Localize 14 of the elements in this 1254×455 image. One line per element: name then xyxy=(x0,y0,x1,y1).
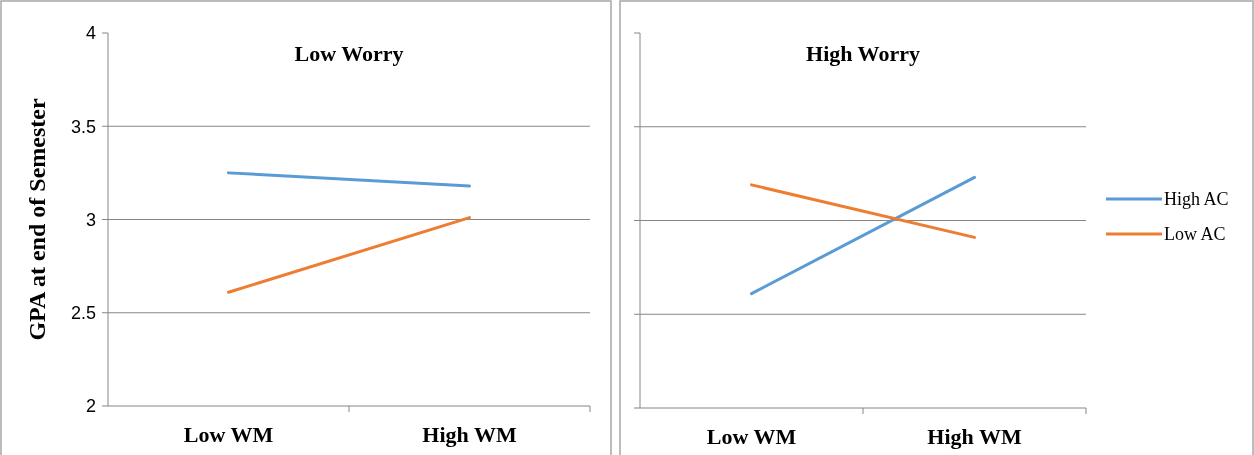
y-axis-title: GPA at end of Semester xyxy=(24,98,50,341)
x-tick-label: High WM xyxy=(927,424,1022,449)
y-tick-label: 2.5 xyxy=(70,303,96,324)
legend-label: High AC xyxy=(1164,189,1229,210)
legend-label: Low AC xyxy=(1164,224,1226,245)
x-tick-label: Low WM xyxy=(183,422,274,447)
x-tick-label: Low WM xyxy=(706,424,797,449)
x-tick-label: High WM xyxy=(422,422,517,447)
y-tick-label: 3.5 xyxy=(70,116,96,137)
chart-title: High Worry xyxy=(806,41,920,66)
chart-title: Low Worry xyxy=(294,41,404,66)
y-tick-label: 4 xyxy=(85,23,96,44)
y-tick-label: 3 xyxy=(85,209,96,230)
y-tick-label: 2 xyxy=(85,396,96,417)
